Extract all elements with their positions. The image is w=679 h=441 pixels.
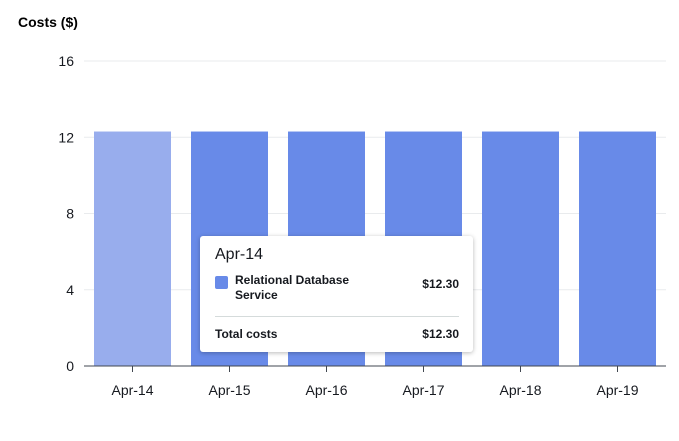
tooltip-series-row: Relational Database Service $12.30 [215, 273, 459, 303]
tooltip-title: Apr-14 [215, 246, 264, 263]
x-tick-label: Apr-15 [208, 382, 250, 398]
x-tick-label: Apr-19 [596, 382, 638, 398]
tooltip-series-value: $12.30 [422, 277, 459, 291]
y-tick-label: 0 [66, 358, 74, 374]
tooltip-total-row: Total costs $12.30 [215, 327, 459, 341]
y-tick-label: 4 [66, 282, 74, 298]
bar-Apr-19[interactable] [579, 131, 656, 366]
chart-tooltip: Apr-14 Relational Database Service $12.3… [200, 236, 473, 352]
y-tick-labels: 0 4 8 12 16 [58, 53, 74, 374]
y-tick-label: 8 [66, 206, 74, 222]
tooltip-divider [215, 316, 459, 317]
tooltip-series-label: Relational Database Service [235, 273, 350, 302]
x-tick-label: Apr-18 [499, 382, 541, 398]
tooltip-total-value: $12.30 [422, 327, 459, 341]
x-tick-label: Apr-16 [305, 382, 347, 398]
y-tick-label: 12 [58, 129, 74, 145]
bar-Apr-14[interactable] [94, 131, 171, 366]
x-tick-labels: Apr-14 Apr-15 Apr-16 Apr-17 Apr-18 Apr-19 [84, 365, 666, 398]
bar-Apr-18[interactable] [482, 131, 559, 366]
x-tick-label: Apr-14 [111, 382, 153, 398]
y-axis-title: Costs ($) [18, 14, 78, 30]
tooltip-total-label: Total costs [215, 327, 278, 341]
y-tick-label: 16 [58, 53, 74, 69]
x-tick-label: Apr-17 [402, 382, 444, 398]
series-color-swatch [215, 276, 228, 289]
